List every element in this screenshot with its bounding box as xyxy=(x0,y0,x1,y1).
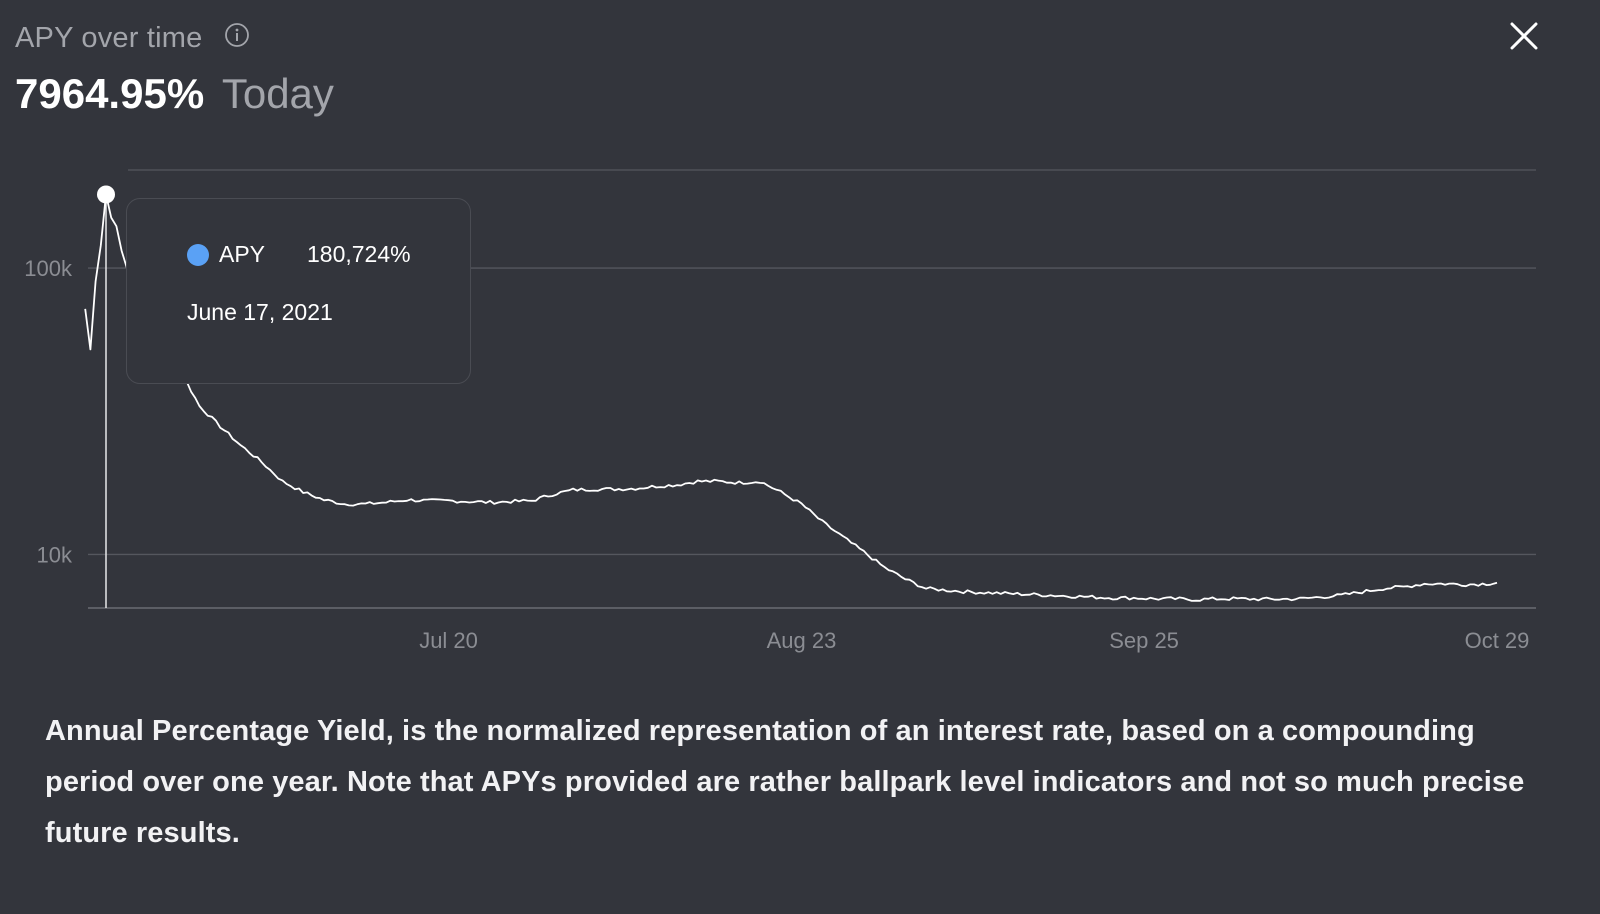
info-icon[interactable] xyxy=(224,22,250,48)
chart-tooltip: APY 180,724% June 17, 2021 xyxy=(126,198,471,384)
x-tick-label: Jul 20 xyxy=(419,628,478,653)
chart-title: APY over time xyxy=(15,22,203,54)
y-axis-ticks: 10k 100k xyxy=(24,256,73,567)
tooltip-series-row: APY 180,724% xyxy=(187,241,411,268)
tooltip-date: June 17, 2021 xyxy=(187,299,333,325)
apy-chart[interactable]: 10k 100k Jul 20 Aug 23 Sep 25 Oct 29 xyxy=(0,140,1600,660)
y-tick-label: 10k xyxy=(37,542,73,567)
tooltip-value: 180,724% xyxy=(307,241,411,267)
tooltip-series-label: APY xyxy=(219,241,266,267)
series-line-apy xyxy=(84,193,1498,602)
x-axis-ticks: Jul 20 Aug 23 Sep 25 Oct 29 xyxy=(419,628,1529,653)
chart-series xyxy=(84,193,1498,602)
highlight-point xyxy=(97,185,115,204)
current-apy-period: Today xyxy=(221,70,334,117)
chart-header: APY over time xyxy=(15,22,250,55)
chart-marker xyxy=(97,185,115,204)
x-tick-label: Oct 29 xyxy=(1465,628,1530,653)
y-tick-label: 100k xyxy=(24,256,73,281)
apy-chart-svg[interactable]: 10k 100k Jul 20 Aug 23 Sep 25 Oct 29 xyxy=(0,140,1600,660)
close-icon xyxy=(1510,22,1538,50)
current-apy-value: 7964.95% xyxy=(15,70,205,117)
close-button[interactable] xyxy=(1502,14,1546,58)
x-tick-label: Sep 25 xyxy=(1109,628,1179,653)
tooltip-series-dot xyxy=(187,243,209,266)
current-apy: 7964.95% Today xyxy=(15,66,334,122)
apy-description: Annual Percentage Yield, is the normaliz… xyxy=(45,715,1525,849)
x-tick-label: Aug 23 xyxy=(767,628,837,653)
